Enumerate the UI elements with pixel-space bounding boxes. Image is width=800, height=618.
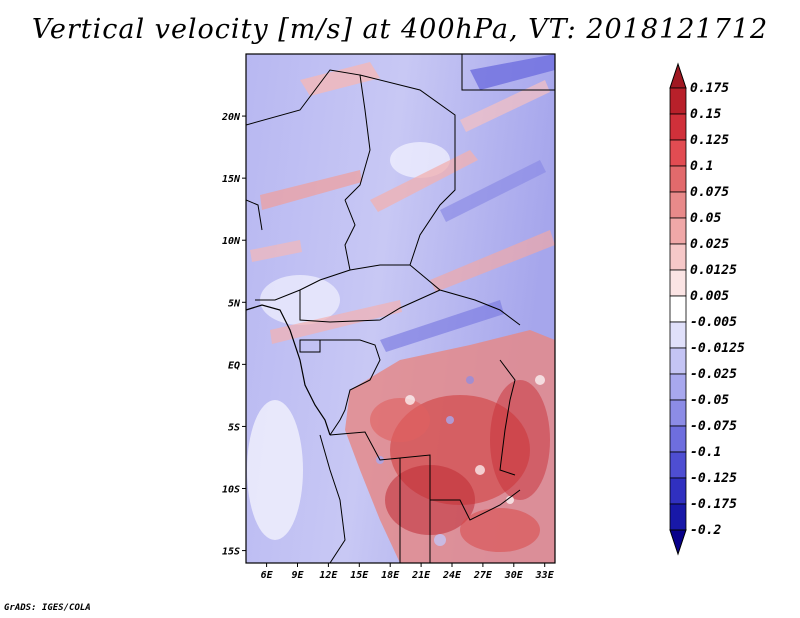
lat-label: 5S [228,422,240,433]
colorbar-label: -0.2 [690,523,721,538]
lon-label: 9E [291,570,304,581]
colorbar-label: -0.05 [690,393,729,408]
lon-label: 21E [411,570,431,581]
map-title: Vertical velocity [m/s] at 400hPa, VT: 2… [31,14,769,45]
lat-label: EQ [228,360,240,371]
lon-label: 12E [319,570,338,581]
colorbar-segment [669,477,687,505]
colorbar-segment [669,113,687,141]
colorbar-segment [669,321,687,349]
colorbar-label: -0.0125 [690,341,745,356]
latitude-axis: 20N 15N 10N 5N EQ 5S 10S 15S [221,112,246,558]
grads-credit: GrADS: IGES/COLA [4,603,91,613]
colorbar-label: -0.1 [690,445,721,460]
colorbar-segment [669,165,687,193]
lon-label: 24E [442,570,462,581]
colorbar-label: -0.025 [690,367,737,382]
colorbar-label: -0.125 [690,471,737,486]
colorbar-label: -0.005 [690,315,737,330]
country-borders [246,54,555,563]
lat-label: 10S [222,485,240,496]
lon-label: 6E [261,570,274,581]
colorbar-label: 0.05 [690,211,721,226]
colorbar-label: 0.125 [690,133,729,148]
longitude-axis: 6E 9E 12E 15E 18E 21E 24E 27E 30E 33E [261,563,555,581]
colorbar: 0.175 0.15 0.125 0.1 0.075 0.05 0.025 0.0125 0.0… [669,62,745,556]
colorbar-label: 0.075 [690,185,729,200]
colorbar-segment [669,373,687,401]
colorbar-label: 0.025 [690,237,729,252]
colorbar-segment [669,503,687,531]
colorbar-segment [669,295,687,323]
colorbar-segment [669,191,687,219]
colorbar-label: 0.15 [690,107,721,122]
lat-label: 20N [221,112,241,123]
colorbar-label: -0.175 [690,497,737,512]
map-frame [245,53,556,564]
colorbar-label: 0.005 [690,289,729,304]
lat-label: 10N [222,236,241,247]
lon-label: 15E [350,570,369,581]
colorbar-segment [669,217,687,245]
coastline [245,304,331,436]
colorbar-segment [669,269,687,297]
colorbar-bottom-arrow [669,529,687,556]
colorbar-label: 0.175 [690,81,729,96]
velocity-field [246,54,555,563]
colorbar-segment [669,451,687,479]
lon-label: 27E [473,570,493,581]
lon-label: 30E [504,570,524,581]
colorbar-segment [669,87,687,115]
colorbar-segment [669,425,687,453]
colorbar-segment [669,399,687,427]
colorbar-label: -0.075 [690,419,737,434]
colorbar-label: 0.1 [690,159,713,174]
colorbar-segment [669,347,687,375]
lon-label: 18E [381,570,400,581]
colorbar-top-arrow [669,62,687,89]
colorbar-segment [669,139,687,167]
lat-label: 15S [222,547,240,558]
lat-label: 5N [228,298,241,309]
colorbar-segment [669,243,687,271]
lon-label: 33E [535,570,555,581]
lat-label: 15N [222,174,241,185]
colorbar-label: 0.0125 [690,263,737,278]
